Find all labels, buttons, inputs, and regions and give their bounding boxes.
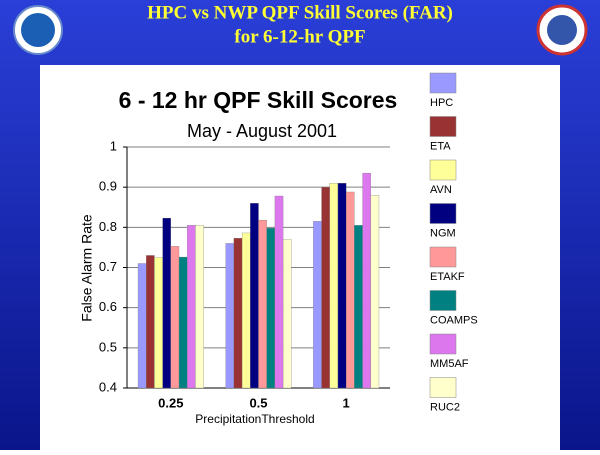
y-tick-label: 0.5 — [99, 339, 117, 354]
bar — [337, 182, 347, 389]
legend-label: MM5AF — [430, 358, 469, 370]
bar — [225, 243, 235, 389]
bar — [282, 239, 292, 389]
y-tick-label: 0.7 — [99, 259, 117, 274]
bar — [313, 221, 322, 389]
bar — [321, 187, 330, 389]
logo-left-inner — [21, 13, 55, 47]
legend-label: HPC — [430, 97, 453, 109]
legend-label: ETAKF — [430, 271, 465, 283]
bar — [178, 256, 188, 389]
y-tick-label: 0.9 — [99, 179, 117, 194]
legend-swatch — [429, 246, 457, 268]
bar — [346, 191, 355, 389]
bar — [258, 219, 267, 389]
bar — [137, 263, 147, 389]
bar — [187, 225, 196, 389]
legend-swatch — [429, 333, 457, 355]
chart-subtitle: May - August 2001 — [187, 121, 337, 141]
bar — [354, 225, 363, 389]
legend-label: COAMPS — [430, 314, 478, 326]
logo-right-inner — [547, 15, 577, 45]
legend-label: NGM — [430, 227, 456, 239]
x-axis-label: PrecipitationThreshold — [195, 412, 314, 426]
slide-title: HPC vs NWP QPF Skill Scores (FAR) — [147, 2, 453, 23]
legend-swatch — [429, 203, 457, 224]
legend-swatch — [429, 72, 457, 94]
bar — [170, 246, 180, 389]
bar — [162, 217, 171, 389]
bar — [233, 238, 243, 389]
x-tick-label: 0.25 — [158, 395, 183, 410]
bar — [370, 195, 380, 389]
legend-label: RUC2 — [430, 401, 460, 413]
legend-label: AVN — [430, 184, 452, 196]
bar — [329, 182, 339, 389]
legend-swatch — [429, 290, 457, 311]
legend-swatch — [429, 159, 457, 181]
bar — [241, 232, 251, 389]
bar — [266, 227, 276, 389]
x-tick-label: 0.5 — [249, 395, 267, 410]
y-tick-label: 0.4 — [99, 379, 117, 394]
bar — [362, 172, 371, 389]
bar — [154, 257, 163, 389]
legend-swatch — [429, 116, 457, 137]
bar — [146, 255, 155, 389]
legend-label: ETA — [430, 140, 451, 152]
bar — [250, 203, 259, 389]
bar — [195, 225, 204, 389]
slide-title: for 6-12-hr QPF — [234, 26, 365, 47]
x-tick-label: 1 — [343, 395, 350, 410]
bar — [274, 195, 284, 389]
chart-title: 6 - 12 hr QPF Skill Scores — [119, 87, 398, 113]
y-tick-label: 1 — [110, 138, 117, 153]
legend-swatch — [429, 377, 457, 398]
y-tick-label: 0.6 — [99, 299, 117, 314]
y-axis-label: False Alarm Rate — [79, 214, 95, 322]
y-tick-label: 0.8 — [99, 219, 117, 234]
